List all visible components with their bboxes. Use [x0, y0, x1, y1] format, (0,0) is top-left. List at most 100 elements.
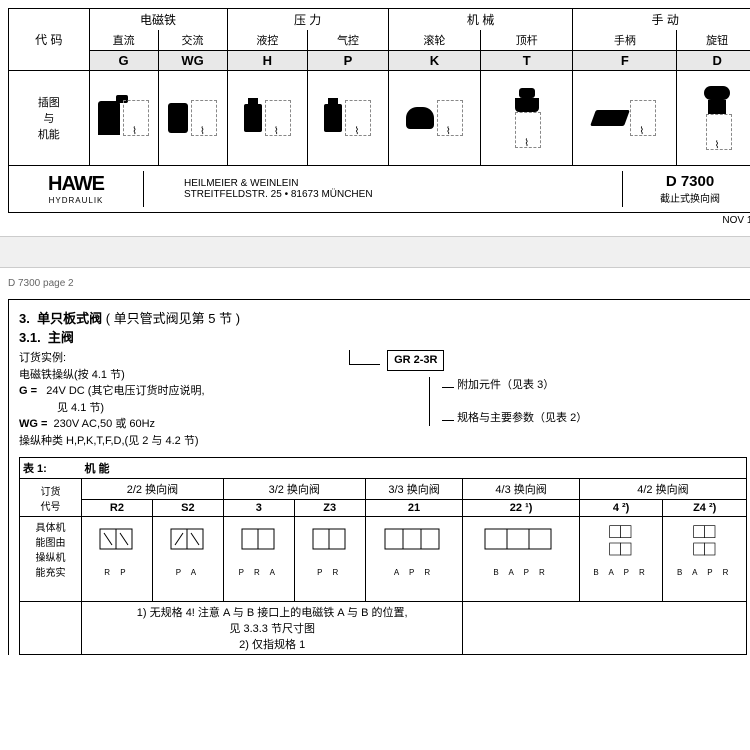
sym-3: P R A: [223, 517, 294, 602]
order-l3c: 见 4.1 节): [19, 400, 349, 417]
code-r2: R2: [82, 500, 153, 517]
sub-roller: 滚轮: [388, 30, 480, 51]
order-l4: WG = 230V AC,50 或 60Hz: [19, 416, 349, 433]
solenoid-ac-icon: [168, 103, 188, 133]
sec3-title: 单只板式阀: [37, 311, 102, 326]
page2-body: 3. 单只板式阀 ( 单只管式阀见第 5 节 ) 3.1. 主阀 订货实例: 电…: [8, 299, 750, 655]
doc-id-block: D 7300 截止式换向阀: [622, 171, 750, 207]
tbl1-title-l: 表 1:: [20, 458, 82, 479]
sub-plunger: 顶杆: [481, 30, 573, 51]
valve-symbol-z4: [682, 523, 728, 563]
ports-21: A P R: [369, 568, 460, 577]
sec31-num: 3.1.: [19, 330, 41, 345]
ports-4: B A P R: [583, 568, 660, 577]
valve-symbol-3: [236, 523, 282, 563]
order-l4b: 230V AC,50 或 60Hz: [54, 418, 156, 430]
sym-z3: P R: [294, 517, 365, 602]
ports-22: B A P R: [466, 568, 575, 577]
order-l2: 电磁铁操纵(按 4.1 节): [19, 367, 349, 384]
sym-21: A P R: [365, 517, 463, 602]
note-1: 1) 无规格 4! 注意 A 与 B 接口上的电磁铁 A 与 B 的位置, 见 …: [85, 604, 459, 636]
brand-logo: HAWE HYDRAULIK: [9, 171, 144, 207]
ports-z4: B A P R: [666, 568, 743, 577]
sub-ac: 交流: [158, 30, 227, 51]
symbol-f: [630, 100, 656, 136]
code-p: P: [308, 51, 389, 71]
code-k: K: [388, 51, 480, 71]
tbl1-row-body: 具体机 能图由 操纵机 能充实: [20, 517, 82, 602]
valve-symbol-22: [481, 523, 561, 563]
code-22: 22 ¹): [463, 500, 579, 517]
annot-block: 附加元件（见表 3） 规格与主要参数（见表 2）: [429, 377, 747, 427]
sec3-paren: ( 单只管式阀见第 5 节 ): [106, 311, 240, 326]
icon-t: [481, 71, 573, 166]
code-3: 3: [223, 500, 294, 517]
valve-symbol-r2: [94, 523, 140, 563]
ports-r2: R P: [85, 568, 149, 577]
code-wg: WG: [158, 51, 227, 71]
valve-symbol-z3: [307, 523, 353, 563]
sym-s2: P A: [152, 517, 223, 602]
order-example: 订货实例: 电磁铁操纵(按 4.1 节) G = 24V DC (其它电压订货时…: [19, 350, 747, 449]
order-l1: 订货实例:: [19, 350, 349, 367]
cat-pressure: 压 力: [227, 9, 388, 31]
lever-icon: [590, 110, 630, 126]
cat-mechanical: 机 械: [388, 9, 573, 31]
sub-dc: 直流: [89, 30, 158, 51]
code-g: G: [89, 51, 158, 71]
sub-hydpilot: 液控: [227, 30, 308, 51]
code-z3: Z3: [294, 500, 365, 517]
gr-code-line: GR 2-3R: [349, 350, 747, 371]
sub-pneupilot: 气控: [308, 30, 389, 51]
symbol-d: [706, 114, 732, 150]
company-name: HEILMEIER & WEINLEIN: [184, 178, 622, 189]
code-h: H: [227, 51, 308, 71]
order-l3a: G =: [19, 385, 37, 397]
doc-date: NOV 19: [8, 215, 750, 226]
sym-4: B A P R: [579, 517, 663, 602]
knob-base-icon: [708, 100, 726, 114]
order-right: GR 2-3R 附加元件（见表 3） 规格与主要参数（见表 2）: [349, 350, 747, 449]
annot2: 规格与主要参数（见表 2）: [457, 412, 587, 424]
title-block: HAWE HYDRAULIK HEILMEIER & WEINLEIN STRE…: [8, 166, 750, 213]
grp-22: 2/2 换向阀: [82, 479, 224, 500]
row-label-icon: 插图 与 机能: [9, 71, 90, 166]
code-t: T: [481, 51, 573, 71]
icon-p: [308, 71, 389, 166]
tbl1-notes: 1) 无规格 4! 注意 A 与 B 接口上的电磁铁 A 与 B 的位置, 见 …: [82, 602, 463, 655]
sym-z4: B A P R: [663, 517, 747, 602]
code-21: 21: [365, 500, 463, 517]
symbol-t: [515, 112, 541, 148]
code-d: D: [677, 51, 750, 71]
code-f: F: [573, 51, 677, 71]
valve-symbol-21: [381, 523, 447, 563]
sub-knob: 旋钮: [677, 30, 750, 51]
roller-icon: [406, 107, 434, 129]
annot1: 附加元件（见表 3）: [457, 379, 554, 391]
icon-g: [89, 71, 158, 166]
brand-sub: HYDRAULIK: [11, 196, 141, 205]
brand-name: HAWE: [11, 173, 141, 196]
sym-22: B A P R: [463, 517, 579, 602]
code-4: 4 ²): [579, 500, 663, 517]
tbl1-row-order: 订货 代号: [20, 479, 82, 517]
icon-h: [227, 71, 308, 166]
tbl1-title-r: 机 能: [82, 458, 747, 479]
cat-solenoid: 电磁铁: [89, 9, 227, 31]
grp-43: 4/3 换向阀: [463, 479, 579, 500]
hyd-pilot-icon: [244, 104, 262, 132]
grp-42: 4/2 换向阀: [579, 479, 746, 500]
cat-manual: 手 动: [573, 9, 750, 31]
symbol-k: [437, 100, 463, 136]
valve-symbol-4: [598, 523, 644, 563]
order-left: 订货实例: 电磁铁操纵(按 4.1 节) G = 24V DC (其它电压订货时…: [19, 350, 349, 449]
ports-3: P R A: [227, 568, 291, 577]
doc-description: 截止式换向阀: [625, 190, 750, 205]
actuation-type-table: 代 码 电磁铁 压 力 机 械 手 动 直流 交流 液控 气控 滚轮 顶杆 手柄…: [8, 8, 750, 166]
order-l3b: 24V DC (其它电压订货时应说明,: [46, 385, 204, 397]
knob-top-icon: [704, 86, 730, 100]
solenoid-dc-icon: [98, 101, 120, 135]
symbol-p: [345, 100, 371, 136]
page-gap: [0, 236, 750, 268]
icon-f: [573, 71, 677, 166]
